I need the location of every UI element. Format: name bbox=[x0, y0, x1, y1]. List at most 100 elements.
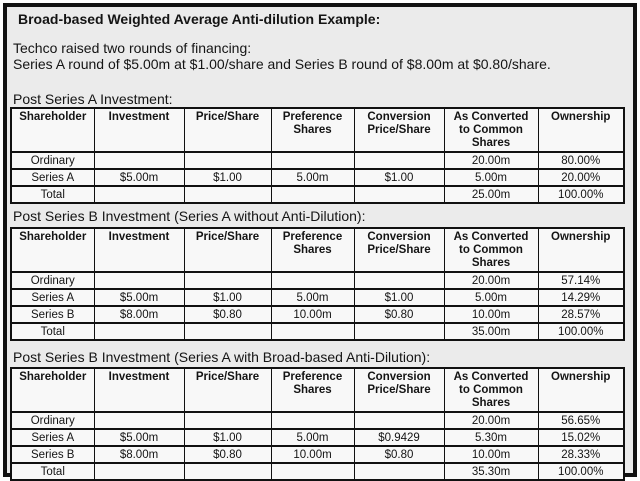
table-cell: 25.00m bbox=[443, 185, 539, 204]
table-cell bbox=[353, 271, 445, 290]
section-heading-post-series-b-without: Post Series B Investment (Series A witho… bbox=[13, 208, 366, 224]
table-cell: $1.00 bbox=[353, 168, 445, 187]
table-cell bbox=[183, 322, 272, 341]
table-row: Series A $5.00m $1.00 5.00m $0.9429 5.30m 15.0… bbox=[10, 428, 625, 447]
table-cell bbox=[270, 322, 355, 341]
row-label: Series B bbox=[10, 445, 95, 464]
table-cell bbox=[93, 185, 185, 204]
column-header: As Converted to Common Shares bbox=[443, 107, 539, 153]
table-cell bbox=[93, 322, 185, 341]
table-row: Series A $5.00m $1.00 5.00m $1.00 5.00m 14.29% bbox=[10, 288, 625, 307]
table-row: Series B $8.00m $0.80 10.00m $0.80 10.00m 28.3… bbox=[10, 445, 625, 464]
table-cell: 35.30m bbox=[443, 462, 539, 481]
table-cell bbox=[270, 271, 355, 290]
table-cell bbox=[353, 185, 445, 204]
table-cell: 14.29% bbox=[537, 288, 625, 307]
table-cell bbox=[353, 462, 445, 481]
table-cell: $1.00 bbox=[183, 288, 272, 307]
table-cell bbox=[353, 322, 445, 341]
table-row: Total 35.00m 100.00% bbox=[10, 322, 625, 341]
table-row: Series A $5.00m $1.00 5.00m $1.00 5.00m 20.00% bbox=[10, 168, 625, 187]
table-cell: $1.00 bbox=[183, 168, 272, 187]
row-label: Total bbox=[10, 462, 95, 481]
table-cell: 20.00% bbox=[537, 168, 625, 187]
table-cell: $5.00m bbox=[93, 288, 185, 307]
table-post-series-b-with-broad-based-anti-dilution: Shareholder Investment Price/Share Preferen… bbox=[10, 367, 625, 481]
column-header: As Converted to Common Shares bbox=[443, 227, 539, 273]
table-cell: 10.00m bbox=[270, 305, 355, 324]
row-label: Total bbox=[10, 322, 95, 341]
table-cell: $5.00m bbox=[93, 428, 185, 447]
table-cell bbox=[183, 411, 272, 430]
row-label: Series B bbox=[10, 305, 95, 324]
table-cell: 5.00m bbox=[270, 428, 355, 447]
table-cell bbox=[270, 462, 355, 481]
table-cell: 10.00m bbox=[443, 305, 539, 324]
table-cell bbox=[183, 462, 272, 481]
row-label: Ordinary bbox=[10, 411, 95, 430]
table-cell: 5.00m bbox=[443, 288, 539, 307]
table-row: Ordinary 20.00m 80.00% bbox=[10, 151, 625, 170]
table-cell: 5.00m bbox=[443, 168, 539, 187]
table-cell: 20.00m bbox=[443, 271, 539, 290]
section-heading-post-series-a: Post Series A Investment: bbox=[13, 91, 173, 107]
table-header-row: Shareholder Investment Price/Share Preferen… bbox=[10, 227, 625, 273]
table-cell bbox=[270, 151, 355, 170]
table-row: Total 35.30m 100.00% bbox=[10, 462, 625, 481]
document-frame: Broad-based Weighted Average Anti-diluti… bbox=[3, 3, 637, 481]
table-cell: $0.80 bbox=[353, 445, 445, 464]
table-cell bbox=[93, 411, 185, 430]
table-cell: $8.00m bbox=[93, 305, 185, 324]
table-cell: 28.57% bbox=[537, 305, 625, 324]
table-cell: $1.00 bbox=[353, 288, 445, 307]
row-label: Series A bbox=[10, 288, 95, 307]
column-header: Investment bbox=[93, 227, 185, 273]
table-row: Series B $8.00m $0.80 10.00m $0.80 10.00m 28.5… bbox=[10, 305, 625, 324]
row-label: Series A bbox=[10, 428, 95, 447]
column-header: Ownership bbox=[537, 367, 625, 413]
section-heading-post-series-b-with: Post Series B Investment (Series A with … bbox=[13, 349, 431, 365]
table-cell bbox=[270, 185, 355, 204]
table-cell: 100.00% bbox=[537, 322, 625, 341]
table-cell: 28.33% bbox=[537, 445, 625, 464]
table-row: Total 25.00m 100.00% bbox=[10, 185, 625, 204]
table-cell bbox=[270, 411, 355, 430]
row-label: Ordinary bbox=[10, 271, 95, 290]
column-header: Conversion Price/Share bbox=[353, 367, 445, 413]
column-header: Price/Share bbox=[183, 107, 272, 153]
table-cell: 5.30m bbox=[443, 428, 539, 447]
table-row: Ordinary 20.00m 57.14% bbox=[10, 271, 625, 290]
table-cell: $1.00 bbox=[183, 428, 272, 447]
table-cell: 15.02% bbox=[537, 428, 625, 447]
table-cell: 20.00m bbox=[443, 151, 539, 170]
intro-text-line2: Series A round of $5.00m at $1.00/share … bbox=[13, 55, 551, 72]
table-cell: 57.14% bbox=[537, 271, 625, 290]
table-cell: $8.00m bbox=[93, 445, 185, 464]
column-header: Conversion Price/Share bbox=[353, 107, 445, 153]
row-label: Series A bbox=[10, 168, 95, 187]
table-cell: 10.00m bbox=[443, 445, 539, 464]
table-cell bbox=[93, 151, 185, 170]
column-header: Shareholder bbox=[10, 107, 95, 153]
column-header: Investment bbox=[93, 107, 185, 153]
table-cell bbox=[93, 271, 185, 290]
table-cell: 10.00m bbox=[270, 445, 355, 464]
table-cell bbox=[183, 185, 272, 204]
table-post-series-b-without-anti-dilution: Shareholder Investment Price/Share Preferen… bbox=[10, 227, 625, 341]
column-header: Price/Share bbox=[183, 367, 272, 413]
table-cell: 5.00m bbox=[270, 168, 355, 187]
column-header: Investment bbox=[93, 367, 185, 413]
table-cell: 80.00% bbox=[537, 151, 625, 170]
column-header: Preference Shares bbox=[270, 367, 355, 413]
table-cell: $5.00m bbox=[93, 168, 185, 187]
document-title: Broad-based Weighted Average Anti-diluti… bbox=[18, 11, 381, 27]
table-cell: $0.80 bbox=[353, 305, 445, 324]
table-cell: 5.00m bbox=[270, 288, 355, 307]
table-cell: $0.80 bbox=[183, 445, 272, 464]
intro-paragraph: Techco raised two rounds of financing: S… bbox=[13, 40, 551, 72]
row-label: Ordinary bbox=[10, 151, 95, 170]
column-header: Shareholder bbox=[10, 367, 95, 413]
column-header: As Converted to Common Shares bbox=[443, 367, 539, 413]
table-cell bbox=[353, 411, 445, 430]
column-header: Price/Share bbox=[183, 227, 272, 273]
